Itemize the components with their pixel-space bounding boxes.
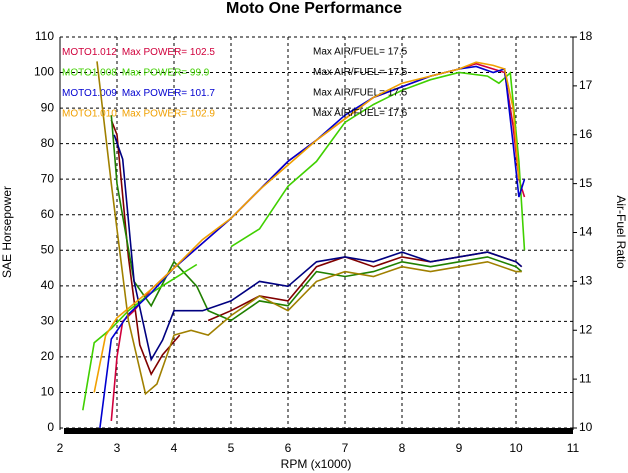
y2-axis-label: Air-Fuel Ratio xyxy=(614,195,628,269)
x-axis-label: RPM (x1000) xyxy=(281,457,352,471)
afr-line xyxy=(113,134,523,362)
x-tick-label: 8 xyxy=(399,441,406,455)
legend-max-power: Max POWER= 101.7 xyxy=(122,88,216,99)
legend-run-name: MOTO1.010 xyxy=(62,108,117,119)
legend-run-name: MOTO1.009 xyxy=(62,88,117,99)
x-tick-label: 4 xyxy=(171,441,178,455)
y-tick-label: 60 xyxy=(41,207,55,221)
y-tick-label: 30 xyxy=(41,314,55,328)
x-tick-label: 7 xyxy=(342,441,349,455)
y-tick-label: 90 xyxy=(41,100,55,114)
y-tick-label: 10 xyxy=(41,385,55,399)
legend-max-power: Max POWER= 102.9 xyxy=(122,108,216,119)
legend-max-afr: Max AIR/FUEL= 17.5 xyxy=(313,67,408,78)
x-tick-label: 10 xyxy=(509,441,523,455)
legend-max-power: Max POWER= 102.5 xyxy=(122,47,216,58)
power-line xyxy=(93,61,520,393)
y-tick-label: 110 xyxy=(35,29,54,43)
legend-entry: MOTO1.009 Max POWER= 101.7 xyxy=(62,88,215,99)
legend-max-afr: Max AIR/FUEL= 17.6 xyxy=(313,108,408,119)
y-tick-label: 100 xyxy=(34,65,54,79)
y-tick-label: 0 xyxy=(47,420,54,434)
x-tick-label: 5 xyxy=(228,441,235,455)
x-tick-label: 3 xyxy=(114,441,121,455)
legend-run-name: MOTO1.008 xyxy=(62,67,117,78)
bottom-axis-bar xyxy=(64,428,573,434)
y2-tick-label: 17 xyxy=(579,78,593,92)
legend-entry: MOTO1.010 Max POWER= 102.9 xyxy=(62,108,215,119)
y-tick-label: 70 xyxy=(41,171,55,185)
x-tick-label: 6 xyxy=(285,441,292,455)
afr-line xyxy=(110,115,523,322)
y-tick-label: 80 xyxy=(41,136,55,150)
y2-tick-label: 14 xyxy=(579,225,593,239)
legend-max-afr: Max AIR/FUEL= 17.5 xyxy=(313,47,408,58)
y2-tick-label: 13 xyxy=(579,274,593,288)
chart-title: Moto One Performance xyxy=(226,0,402,17)
y2-tick-label: 12 xyxy=(579,322,593,336)
legend-entry: MOTO1.012 Max POWER= 102.5 xyxy=(62,47,215,58)
legend-max-power: Max POWER= 99.9 xyxy=(122,67,210,78)
x-tick-label: 11 xyxy=(567,441,580,455)
afr-line xyxy=(96,61,522,396)
power-line xyxy=(82,71,526,411)
legend-run-name: MOTO1.012 xyxy=(62,47,117,58)
x-tick-label: 2 xyxy=(57,441,64,455)
y-tick-label: 20 xyxy=(41,349,55,363)
y-tick-label: 40 xyxy=(41,278,55,292)
y-axis-label: SAE Horsepower xyxy=(0,186,14,278)
legend-entry: MOTO1.008 Max POWER= 99.9 xyxy=(62,67,210,78)
legend-max-afr: Max AIR/FUEL= 17.5 xyxy=(313,88,408,99)
y2-tick-label: 18 xyxy=(579,29,593,43)
power-line xyxy=(99,65,526,429)
x-tick-label: 9 xyxy=(456,441,463,455)
y2-tick-label: 10 xyxy=(579,420,593,434)
y-tick-label: 50 xyxy=(41,242,55,256)
y2-tick-label: 16 xyxy=(579,127,593,141)
y2-tick-label: 11 xyxy=(579,371,592,385)
y2-tick-label: 15 xyxy=(579,176,593,190)
